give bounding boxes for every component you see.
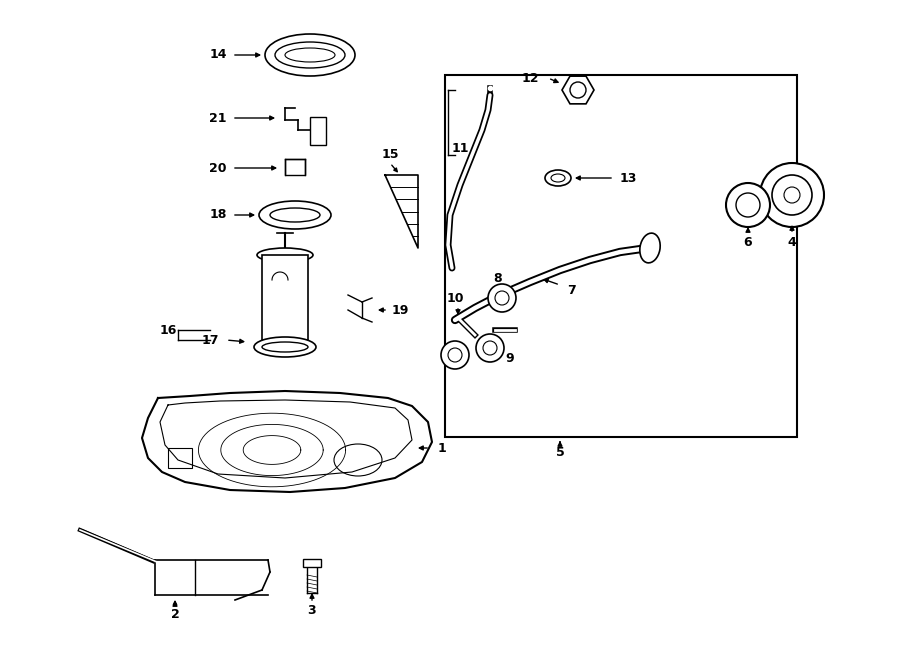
Text: 16: 16	[159, 323, 176, 336]
Circle shape	[476, 334, 504, 362]
Bar	[303, 559, 321, 567]
Text: 10: 10	[446, 292, 464, 305]
Bar	[285, 159, 305, 175]
Ellipse shape	[265, 34, 355, 76]
Polygon shape	[142, 391, 432, 492]
Polygon shape	[562, 76, 594, 104]
Text: 21: 21	[209, 112, 227, 124]
Text: 3: 3	[308, 603, 316, 617]
Bar	[445, 75, 797, 437]
Text: 15: 15	[382, 149, 399, 161]
Ellipse shape	[254, 337, 316, 357]
Text: 2: 2	[171, 609, 179, 621]
Text: 18: 18	[210, 208, 227, 221]
Polygon shape	[155, 558, 268, 600]
Bar	[168, 448, 192, 468]
Text: 12: 12	[521, 71, 539, 85]
Circle shape	[726, 183, 770, 227]
Ellipse shape	[640, 233, 661, 263]
Ellipse shape	[545, 170, 571, 186]
Text: 14: 14	[209, 48, 227, 61]
Text: 9: 9	[506, 352, 514, 364]
Text: 5: 5	[555, 446, 564, 459]
Text: 8: 8	[494, 272, 502, 284]
Text: 6: 6	[743, 235, 752, 249]
Ellipse shape	[257, 248, 313, 262]
Text: 1: 1	[437, 442, 446, 455]
Text: 11: 11	[451, 141, 469, 155]
Bar	[262, 255, 308, 340]
Circle shape	[488, 284, 516, 312]
Circle shape	[760, 163, 824, 227]
Text: 7: 7	[568, 284, 576, 297]
Bar	[310, 117, 326, 145]
Text: 4: 4	[788, 235, 796, 249]
Text: 17: 17	[202, 334, 219, 346]
Ellipse shape	[259, 201, 331, 229]
Text: 20: 20	[209, 161, 227, 175]
Circle shape	[441, 341, 469, 369]
Text: 19: 19	[392, 303, 409, 317]
Text: 13: 13	[619, 171, 636, 184]
